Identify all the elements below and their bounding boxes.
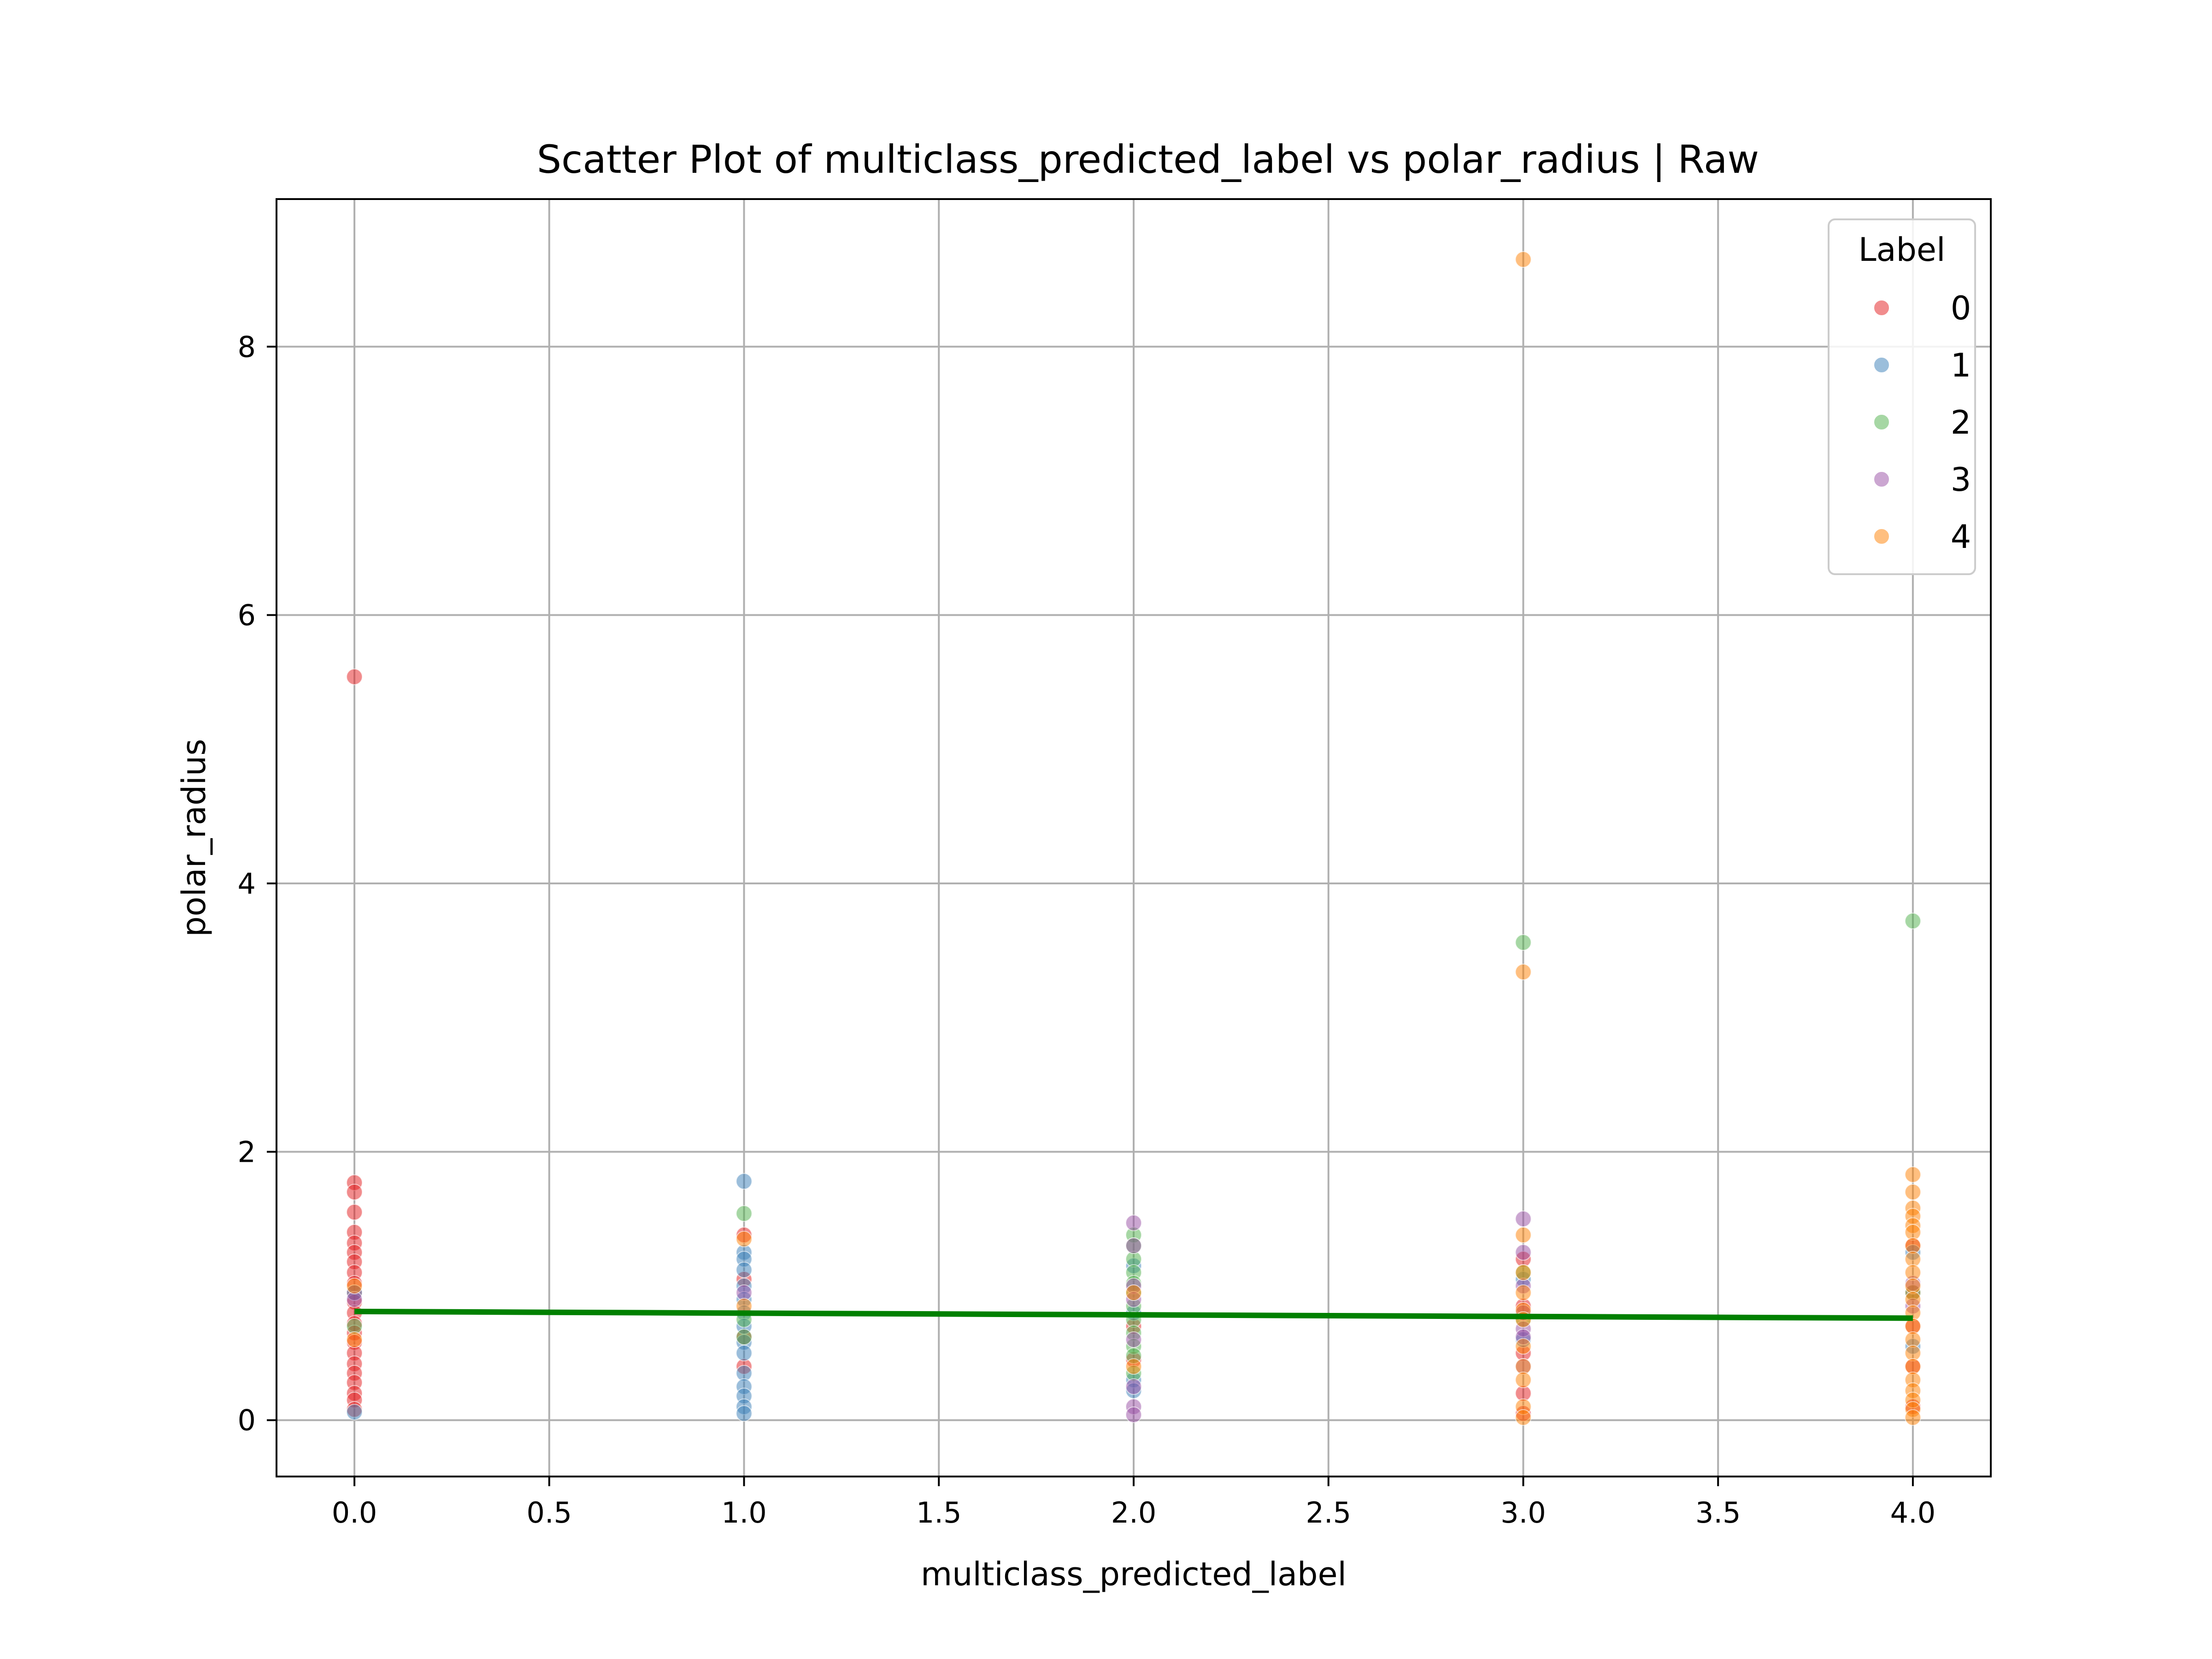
data-point-label-4 xyxy=(1904,1409,1921,1426)
data-point-label-3 xyxy=(1125,1378,1142,1395)
legend-title: Label xyxy=(1859,231,1946,269)
legend: Label 0 1 2 3 4 xyxy=(1828,218,1976,575)
data-point-label-1 xyxy=(735,1261,753,1278)
data-point-label-4 xyxy=(1515,1409,1532,1426)
legend-label-4: 4 xyxy=(1951,518,1971,556)
data-point-label-4 xyxy=(1125,1284,1142,1301)
x-tick-label: 3.0 xyxy=(1500,1496,1546,1530)
data-point-label-0 xyxy=(346,1204,363,1221)
data-points xyxy=(346,251,1921,1426)
legend-label-3: 3 xyxy=(1951,461,1971,499)
data-point-label-3 xyxy=(1515,1210,1532,1227)
x-tick-label: 1.5 xyxy=(916,1496,962,1530)
data-point-label-4 xyxy=(1515,1226,1532,1243)
data-point-label-0 xyxy=(346,668,363,685)
data-point-label-4 xyxy=(1904,1183,1921,1200)
data-point-label-3 xyxy=(1125,1406,1142,1424)
data-point-label-3 xyxy=(1125,1331,1142,1348)
data-point-label-2 xyxy=(735,1205,753,1222)
data-point-label-4 xyxy=(1515,1284,1532,1301)
legend-frame xyxy=(1828,218,1976,575)
data-point-label-1 xyxy=(735,1173,753,1190)
data-point-label-2 xyxy=(1904,912,1921,930)
data-point-label-4 xyxy=(1515,1338,1532,1355)
legend-marker-1 xyxy=(1873,357,1890,373)
data-point-label-1 xyxy=(735,1345,753,1362)
trend-layer xyxy=(354,1308,1913,1321)
legend-label-2: 2 xyxy=(1951,404,1971,441)
legend-label-0: 0 xyxy=(1951,289,1971,327)
data-point-label-4 xyxy=(1515,964,1532,981)
data-point-label-4 xyxy=(346,1331,363,1348)
legend-label-1: 1 xyxy=(1951,347,1971,384)
data-point-label-4 xyxy=(1904,1166,1921,1183)
y-axis-ticks: 0 2 4 6 8 xyxy=(238,330,276,1437)
x-tick-label: 0.0 xyxy=(332,1496,377,1530)
data-point-label-2 xyxy=(735,1329,753,1346)
x-tick-label: 2.5 xyxy=(1306,1496,1351,1530)
legend-marker-4 xyxy=(1873,528,1890,545)
data-point-label-4 xyxy=(1515,251,1532,268)
data-point-label-3 xyxy=(1515,1244,1532,1261)
data-point-label-0 xyxy=(346,1183,363,1200)
x-tick-label: 4.0 xyxy=(1890,1496,1936,1530)
trend-line xyxy=(354,1308,1913,1321)
y-tick-label: 6 xyxy=(238,599,256,632)
x-tick-label: 0.5 xyxy=(527,1496,572,1530)
y-tick-label: 4 xyxy=(238,867,256,900)
x-tick-label: 2.0 xyxy=(1111,1496,1157,1530)
y-axis-label: polar_radius xyxy=(175,739,213,937)
data-point-label-4 xyxy=(346,1277,363,1294)
chart-title: Scatter Plot of multiclass_predicted_lab… xyxy=(537,137,1759,182)
x-axis-ticks: 0.0 0.5 1.0 1.5 2.0 2.5 3.0 3.5 4.0 xyxy=(332,1477,1936,1530)
data-point-label-4 xyxy=(1515,1371,1532,1388)
legend-marker-3 xyxy=(1873,471,1890,488)
x-tick-label: 3.5 xyxy=(1695,1496,1741,1530)
data-point-label-3 xyxy=(1125,1237,1142,1254)
data-point-label-4 xyxy=(1125,1358,1142,1375)
data-point-label-3 xyxy=(1125,1214,1142,1231)
x-axis-label: multiclass_predicted_label xyxy=(921,1555,1347,1593)
data-point-label-4 xyxy=(1515,1264,1532,1281)
legend-marker-0 xyxy=(1873,300,1890,316)
data-point-label-1 xyxy=(735,1405,753,1422)
y-tick-label: 0 xyxy=(238,1404,256,1437)
legend-marker-2 xyxy=(1873,414,1890,430)
x-tick-label: 1.0 xyxy=(721,1496,767,1530)
data-point-label-4 xyxy=(735,1230,753,1247)
data-point-label-2 xyxy=(1515,934,1532,951)
y-tick-label: 8 xyxy=(238,330,256,364)
data-point-label-1 xyxy=(346,1404,363,1421)
y-tick-label: 2 xyxy=(238,1135,256,1169)
